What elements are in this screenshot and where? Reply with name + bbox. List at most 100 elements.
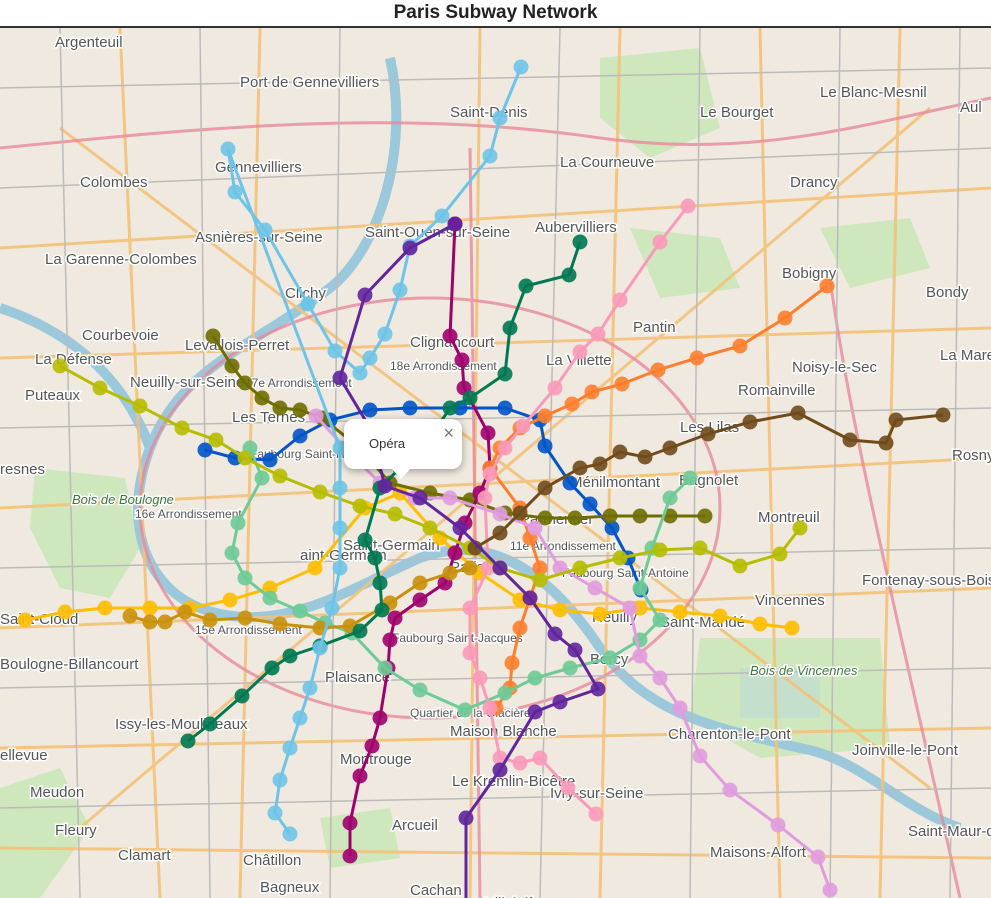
station-marker[interactable] bbox=[472, 670, 488, 686]
station-marker[interactable] bbox=[567, 642, 583, 658]
station-marker[interactable] bbox=[208, 432, 224, 448]
station-marker[interactable] bbox=[697, 508, 713, 524]
station-marker[interactable] bbox=[272, 400, 288, 416]
station-marker[interactable] bbox=[454, 352, 470, 368]
station-marker[interactable] bbox=[142, 600, 158, 616]
station-marker[interactable] bbox=[672, 604, 688, 620]
station-marker[interactable] bbox=[447, 216, 463, 232]
station-marker[interactable] bbox=[784, 620, 800, 636]
station-marker[interactable] bbox=[537, 438, 553, 454]
station-marker[interactable] bbox=[300, 296, 316, 312]
station-marker[interactable] bbox=[632, 648, 648, 664]
station-marker[interactable] bbox=[332, 560, 348, 576]
station-marker[interactable] bbox=[637, 449, 653, 465]
station-marker[interactable] bbox=[392, 282, 408, 298]
station-marker[interactable] bbox=[205, 328, 221, 344]
station-marker[interactable] bbox=[447, 545, 463, 561]
station-marker[interactable] bbox=[357, 287, 373, 303]
station-marker[interactable] bbox=[652, 670, 668, 686]
station-marker[interactable] bbox=[564, 396, 580, 412]
station-marker[interactable] bbox=[442, 490, 458, 506]
station-marker[interactable] bbox=[672, 700, 688, 716]
station-marker[interactable] bbox=[537, 408, 553, 424]
station-marker[interactable] bbox=[547, 626, 563, 642]
station-marker[interactable] bbox=[422, 520, 438, 536]
station-marker[interactable] bbox=[352, 768, 368, 784]
station-marker[interactable] bbox=[537, 510, 553, 526]
station-marker[interactable] bbox=[222, 592, 238, 608]
station-marker[interactable] bbox=[752, 616, 768, 632]
station-marker[interactable] bbox=[632, 580, 648, 596]
station-marker[interactable] bbox=[497, 440, 513, 456]
station-marker[interactable] bbox=[492, 525, 508, 541]
station-marker[interactable] bbox=[17, 612, 33, 628]
station-marker[interactable] bbox=[442, 328, 458, 344]
station-marker[interactable] bbox=[352, 365, 368, 381]
station-marker[interactable] bbox=[480, 425, 496, 441]
station-marker[interactable] bbox=[552, 694, 568, 710]
popup-close-button[interactable]: × bbox=[443, 423, 454, 443]
station-marker[interactable] bbox=[312, 484, 328, 500]
station-marker[interactable] bbox=[412, 682, 428, 698]
station-marker[interactable] bbox=[237, 570, 253, 586]
station-marker[interactable] bbox=[518, 278, 534, 294]
station-marker[interactable] bbox=[700, 426, 716, 442]
station-marker[interactable] bbox=[790, 405, 806, 421]
station-marker[interactable] bbox=[562, 660, 578, 676]
station-marker[interactable] bbox=[692, 748, 708, 764]
station-marker[interactable] bbox=[254, 390, 270, 406]
station-marker[interactable] bbox=[387, 506, 403, 522]
station-marker[interactable] bbox=[777, 310, 793, 326]
station-marker[interactable] bbox=[237, 450, 253, 466]
station-marker[interactable] bbox=[822, 882, 838, 898]
station-marker[interactable] bbox=[52, 358, 68, 374]
station-marker[interactable] bbox=[197, 442, 213, 458]
station-marker[interactable] bbox=[224, 358, 240, 374]
station-marker[interactable] bbox=[792, 520, 808, 536]
station-marker[interactable] bbox=[712, 608, 728, 624]
station-marker[interactable] bbox=[412, 592, 428, 608]
station-marker[interactable] bbox=[332, 480, 348, 496]
station-marker[interactable] bbox=[357, 532, 373, 548]
station-marker[interactable] bbox=[497, 400, 513, 416]
station-marker[interactable] bbox=[532, 572, 548, 588]
station-marker[interactable] bbox=[935, 407, 951, 423]
station-marker[interactable] bbox=[689, 350, 705, 366]
station-marker[interactable] bbox=[92, 380, 108, 396]
station-marker[interactable] bbox=[307, 560, 323, 576]
station-marker[interactable] bbox=[567, 510, 583, 526]
station-marker[interactable] bbox=[492, 560, 508, 576]
station-marker[interactable] bbox=[562, 475, 578, 491]
station-marker[interactable] bbox=[377, 478, 393, 494]
station-marker[interactable] bbox=[482, 466, 498, 482]
station-marker[interactable] bbox=[602, 508, 618, 524]
station-marker[interactable] bbox=[257, 222, 273, 238]
station-marker[interactable] bbox=[457, 702, 473, 718]
station-marker[interactable] bbox=[292, 428, 308, 444]
station-marker[interactable] bbox=[362, 350, 378, 366]
station-marker[interactable] bbox=[342, 848, 358, 864]
station-marker[interactable] bbox=[237, 610, 253, 626]
station-marker[interactable] bbox=[202, 716, 218, 732]
station-marker[interactable] bbox=[122, 608, 138, 624]
station-marker[interactable] bbox=[364, 738, 380, 754]
station-marker[interactable] bbox=[492, 762, 508, 778]
station-marker[interactable] bbox=[513, 59, 529, 75]
station-marker[interactable] bbox=[652, 612, 668, 628]
station-marker[interactable] bbox=[692, 540, 708, 556]
station-marker[interactable] bbox=[282, 648, 298, 664]
station-marker[interactable] bbox=[332, 520, 348, 536]
station-marker[interactable] bbox=[532, 750, 548, 766]
station-marker[interactable] bbox=[512, 505, 528, 521]
station-marker[interactable] bbox=[537, 480, 553, 496]
station-marker[interactable] bbox=[527, 704, 543, 720]
station-marker[interactable] bbox=[382, 632, 398, 648]
station-marker[interactable] bbox=[458, 810, 474, 826]
station-marker[interactable] bbox=[132, 398, 148, 414]
station-marker[interactable] bbox=[492, 506, 508, 522]
station-marker[interactable] bbox=[652, 542, 668, 558]
station-marker[interactable] bbox=[512, 620, 528, 636]
station-marker[interactable] bbox=[572, 460, 588, 476]
station-marker[interactable] bbox=[582, 496, 598, 512]
station-marker[interactable] bbox=[352, 498, 368, 514]
